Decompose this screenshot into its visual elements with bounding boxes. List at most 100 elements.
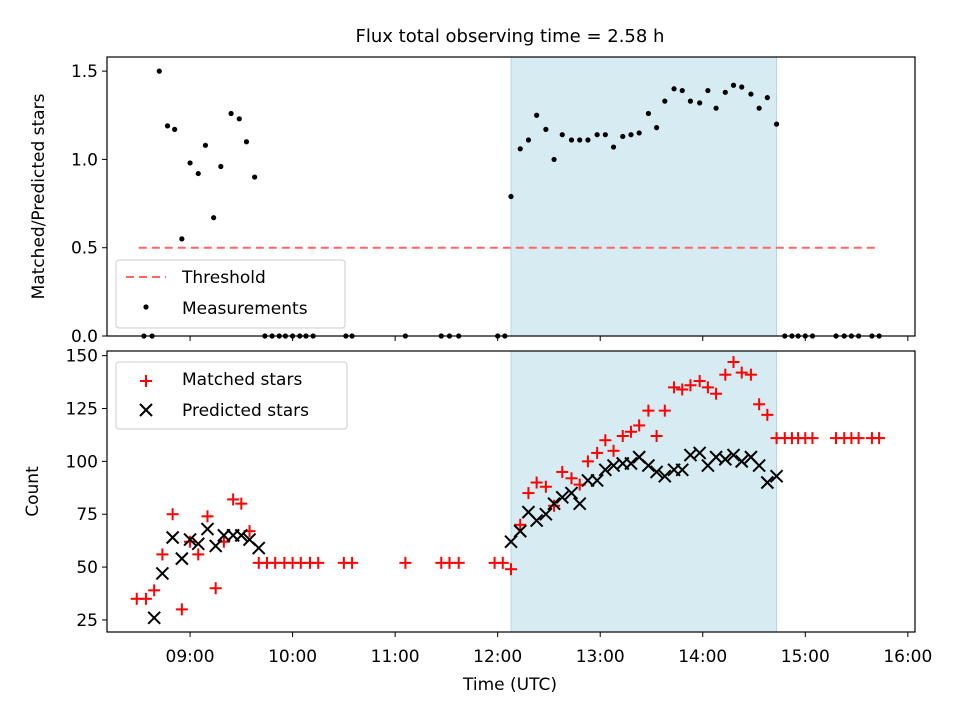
matched-star-point: [873, 432, 886, 445]
matched-star-point: [701, 381, 714, 394]
x-tick-label: 13:00: [576, 647, 625, 667]
measurement-point: [243, 139, 250, 145]
predicted-star-point: [555, 490, 569, 505]
predicted-star-point: [572, 496, 587, 511]
matched-star-point: [505, 563, 517, 576]
matched-star-point: [624, 425, 637, 438]
predicted-star-point: [760, 475, 775, 490]
x-axis-label: Time (UTC): [462, 675, 557, 695]
count-panel-ticks: 25 50 75 100 125 150 09:00 10:00 11:00 12:00 13:00…: [66, 347, 933, 667]
y-tick-label: 1.5: [71, 62, 98, 82]
measurement-point: [620, 133, 626, 140]
ratio-panel-frame: [106, 56, 916, 337]
ratio-legend-box: [115, 259, 346, 329]
measurement-point: [730, 82, 737, 88]
matched-star-point: [148, 584, 161, 597]
observing-window-shade: [510, 350, 778, 633]
predicted-star-point: [590, 473, 604, 488]
matched-star-point: [710, 387, 723, 400]
matched-star-point: [548, 499, 561, 512]
matched-star-point: [227, 493, 240, 506]
matched-star-point: [522, 487, 535, 500]
measurement-point: [671, 86, 677, 92]
matched-star-point: [496, 556, 509, 569]
matched-star-point: [235, 497, 248, 510]
measurement-point: [156, 68, 162, 74]
matched-star-point: [633, 419, 646, 432]
legend-matched-swatch: [140, 375, 152, 387]
matched-star-point: [209, 582, 222, 595]
matched-star-point: [616, 429, 629, 442]
matched-star-point: [156, 548, 169, 561]
predicted-star-point: [191, 537, 205, 551]
measurement-point: [187, 160, 193, 166]
measurement-point: [559, 132, 565, 138]
chart-title: Flux total observing time = 2.58 h: [356, 26, 665, 47]
predicted-star-point: [769, 469, 784, 483]
matched-star-points: [130, 355, 886, 616]
predicted-star-point: [155, 566, 170, 581]
matched-star-point: [312, 556, 325, 569]
measurement-point: [211, 215, 217, 221]
matched-star-point: [539, 480, 552, 493]
count-legend-box: [115, 361, 348, 430]
legend-threshold-label: Threshold: [181, 268, 266, 288]
ratio-panel-ticks: 0.0 0.5 1.0 1.5: [71, 62, 909, 347]
predicted-star-point: [208, 539, 223, 553]
x-tick-label: 11:00: [371, 647, 420, 667]
measurement-point: [594, 132, 600, 138]
measurement-point: [534, 112, 540, 118]
y-tick-label: 1.0: [71, 150, 98, 170]
measurement-point: [508, 193, 514, 200]
predicted-star-point: [658, 469, 672, 483]
predicted-star-point: [175, 551, 189, 566]
measurement-point: [525, 137, 532, 143]
matched-star-point: [650, 429, 663, 442]
y-tick-label: 25: [76, 611, 98, 631]
observing-window-shade: [510, 56, 778, 337]
count-panel: 25 50 75 100 125 150 09:00 10:00 11:00 12:00 13:00…: [23, 347, 932, 667]
matched-star-point: [761, 408, 774, 421]
measurement-point: [164, 123, 171, 129]
matched-star-point: [192, 548, 205, 561]
count-legend: Matched stars Predicted stars: [115, 361, 348, 430]
matched-star-point: [852, 432, 865, 445]
legend-measurements-swatch: [143, 304, 149, 310]
matched-star-point: [399, 556, 412, 569]
measurement-point: [517, 146, 523, 152]
matched-star-point: [201, 510, 214, 523]
matched-star-point: [139, 592, 152, 605]
legend-matched-label: Matched stars: [182, 370, 302, 390]
measurement-point: [577, 137, 583, 143]
matched-star-point: [684, 379, 697, 392]
measurement-point: [236, 116, 242, 122]
ratio-y-axis-label: Matched/Predicted stars: [29, 93, 49, 299]
measurement-point: [713, 105, 719, 111]
measurement-point: [636, 130, 642, 136]
predicted-star-point: [735, 454, 749, 469]
x-tick-label: 16:00: [883, 647, 932, 667]
matched-star-point: [184, 535, 197, 548]
matched-star-point: [658, 404, 671, 417]
predicted-star-point: [200, 522, 215, 536]
predicted-star-point: [147, 611, 161, 625]
matched-star-point: [607, 444, 620, 457]
y-tick-label: 100: [66, 452, 98, 472]
measurement-point: [172, 126, 178, 132]
matched-star-point: [591, 446, 604, 459]
x-tick-label: 14:00: [678, 647, 727, 667]
count-panel-frame: [106, 350, 916, 633]
predicted-star-point: [641, 458, 656, 473]
predicted-star-point: [564, 486, 579, 500]
measurement-point: [705, 87, 711, 94]
measurement-point: [543, 126, 549, 132]
matched-star-point: [166, 508, 179, 521]
matched-star-point: [735, 366, 748, 379]
matched-star-point: [668, 381, 681, 394]
matched-star-point: [727, 355, 740, 368]
measurement-point: [645, 110, 652, 117]
matched-star-point: [452, 556, 465, 569]
matched-star-point: [556, 465, 569, 478]
